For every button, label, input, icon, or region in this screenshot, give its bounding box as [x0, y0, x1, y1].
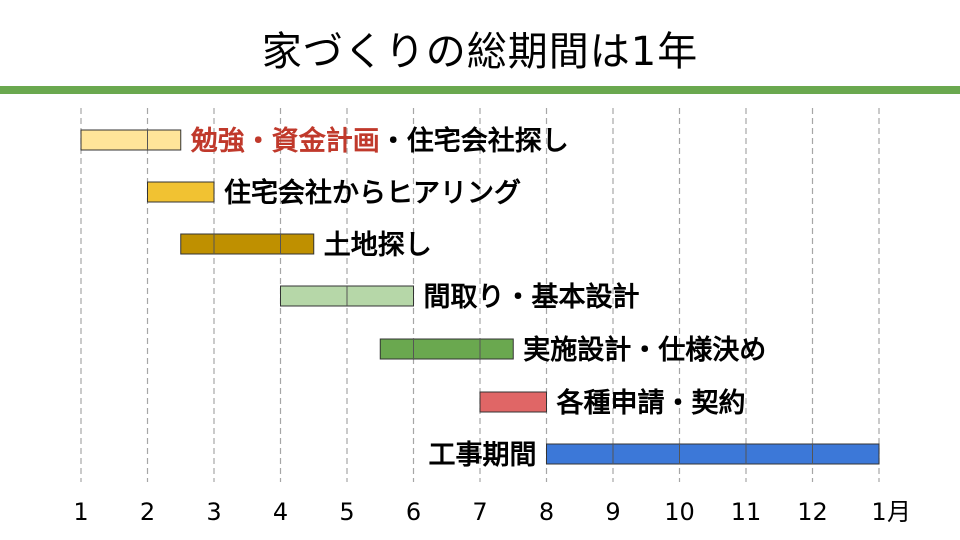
- task-label: 実施設計・仕様決め: [523, 334, 766, 366]
- task-label-part: 工事期間: [429, 440, 537, 471]
- task-label: 住宅会社からヒアリング: [224, 177, 521, 209]
- gantt-bar: [379, 338, 514, 360]
- x-tick-label: 1: [871, 498, 886, 526]
- x-tick-label: 8: [539, 498, 554, 526]
- gantt-bar: [479, 391, 547, 413]
- task-label-part: 実施設計・仕様決め: [523, 334, 766, 366]
- x-tick-label: 2: [140, 498, 155, 526]
- x-tick-label: 6: [406, 498, 421, 526]
- x-tick-label: 11: [731, 498, 762, 526]
- x-tick-label: 9: [605, 498, 620, 526]
- x-tick-label: 5: [339, 498, 354, 526]
- task-label: 勉強・資金計画・住宅会社探し: [190, 125, 569, 157]
- task-label: 土地探し: [324, 230, 432, 261]
- task-label-part: ・住宅会社探し: [380, 125, 569, 157]
- x-tick-label: 12: [797, 498, 828, 526]
- x-tick-label: 4: [273, 498, 288, 526]
- gantt-bar: [147, 181, 215, 203]
- x-tick-label: 10: [664, 498, 695, 526]
- task-label-part: 間取り・基本設計: [424, 281, 640, 313]
- task-label-part: 住宅会社からヒアリング: [224, 177, 521, 209]
- slide-title: 家づくりの総期間は1年: [261, 29, 699, 75]
- x-tick-label: 7: [472, 498, 487, 526]
- title-underline: [0, 86, 960, 94]
- task-label-part: 土地探し: [324, 230, 432, 261]
- x-tick-label: 1: [73, 498, 88, 526]
- gantt-bar: [80, 129, 182, 151]
- task-label: 各種申請・契約: [556, 387, 746, 419]
- x-unit-label: 月: [887, 498, 911, 526]
- task-label-part: 各種申請・契約: [556, 387, 746, 419]
- x-tick-label: 3: [206, 498, 221, 526]
- gantt-bar: [180, 233, 315, 255]
- gantt-bar: [546, 443, 880, 465]
- task-label: 工事期間: [429, 440, 537, 471]
- task-label: 間取り・基本設計: [424, 281, 640, 313]
- task-label-part: 勉強・資金計画: [190, 125, 380, 157]
